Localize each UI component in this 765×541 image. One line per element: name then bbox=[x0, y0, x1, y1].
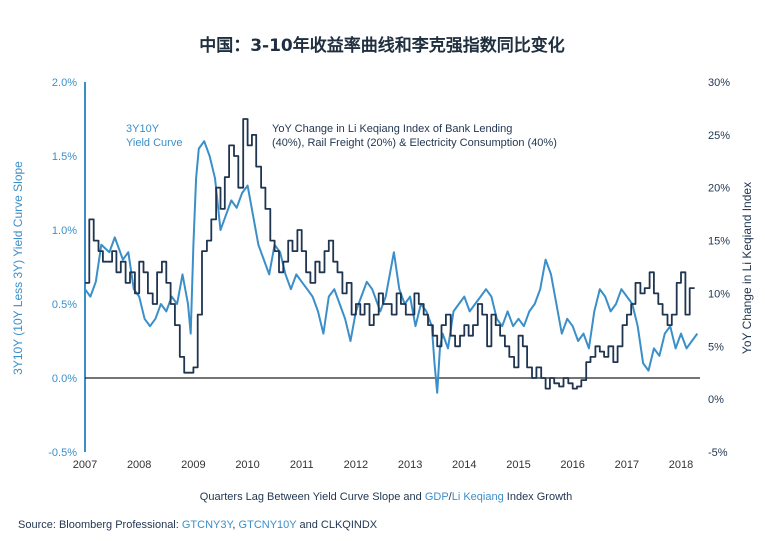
y-left-tick-label: 0.5% bbox=[52, 299, 77, 311]
x-tick-label: 2010 bbox=[235, 459, 259, 471]
y-left-tick-label: -0.5% bbox=[48, 447, 77, 459]
x-tick-label: 2015 bbox=[506, 459, 530, 471]
legend-yield-curve-line2: Yield Curve bbox=[126, 137, 182, 149]
x-tick-label: 2017 bbox=[615, 459, 639, 471]
x-note-part-3: / bbox=[449, 491, 453, 503]
y-left-tick-label: 1.5% bbox=[52, 151, 77, 163]
source-line: Source: Bloomberg Professional: GTCNY3Y,… bbox=[18, 519, 378, 531]
y-left-tick-label: 1.0% bbox=[52, 225, 77, 237]
y-right-tick-label: 30% bbox=[708, 77, 730, 89]
x-note-part-5: Index Growth bbox=[504, 491, 572, 503]
x-note-part-2: GDP bbox=[425, 491, 449, 503]
legend-li-keqiang: YoY Change in Li Keqiang Index of Bank L… bbox=[272, 123, 557, 149]
legend-li-keqiang-line2: (40%), Rail Freight (20%) & Electricity … bbox=[272, 137, 557, 149]
left-axis: 2.0% 1.5% 1.0% 0.5% 0.0% -0.5% bbox=[48, 77, 77, 459]
source-part-3: , bbox=[232, 519, 238, 531]
source-part-5: and bbox=[296, 519, 320, 531]
right-axis: 30% 25% 20% 15% 10% 5% 0% -5% bbox=[708, 77, 730, 459]
y-right-tick-label: 0% bbox=[708, 394, 724, 406]
y-right-tick-label: 5% bbox=[708, 341, 724, 353]
x-axis-note: Quarters Lag Between Yield Curve Slope a… bbox=[200, 491, 572, 503]
x-tick-label: 2008 bbox=[127, 459, 151, 471]
x-tick-label: 2012 bbox=[344, 459, 368, 471]
x-axis: 2007 2008 2009 2010 2011 2012 2013 2014 2015 2016… bbox=[73, 459, 694, 471]
series-line-li-keqiang bbox=[85, 118, 695, 390]
x-note-part-4: Li Keqiang bbox=[452, 491, 504, 503]
y-axis-label-right: YoY Change in Li Keqiand Index bbox=[740, 182, 754, 354]
y-right-tick-label: 25% bbox=[708, 130, 730, 142]
y-right-tick-label: 20% bbox=[708, 183, 730, 195]
y-right-tick-label: 10% bbox=[708, 288, 730, 300]
y-right-tick-label: 15% bbox=[708, 236, 730, 248]
x-tick-label: 2018 bbox=[669, 459, 693, 471]
legend-yield-curve: 3Y10Y Yield Curve bbox=[126, 123, 182, 149]
x-tick-label: 2011 bbox=[290, 459, 314, 471]
x-tick-label: 2013 bbox=[398, 459, 422, 471]
x-tick-label: 2016 bbox=[560, 459, 584, 471]
y-right-tick-label: -5% bbox=[708, 447, 728, 459]
source-ticker-3y: GTCNY3Y bbox=[182, 519, 235, 531]
legend-yield-curve-line1: 3Y10Y bbox=[126, 123, 160, 135]
source-part-1: Source: Bloomberg Professional: bbox=[18, 519, 182, 531]
x-tick-label: 2009 bbox=[181, 459, 205, 471]
x-note-part-1: Quarters Lag Between Yield Curve Slope a… bbox=[200, 491, 425, 503]
y-axis-label-left: 3Y10Y (10Y Less 3Y) Yield Curve Slope bbox=[11, 161, 25, 375]
y-left-tick-label: 2.0% bbox=[52, 77, 77, 89]
x-tick-label: 2014 bbox=[452, 459, 476, 471]
legend-li-keqiang-line1: YoY Change in Li Keqiang Index of Bank L… bbox=[272, 123, 512, 135]
plot-frame bbox=[84, 82, 700, 452]
series-group bbox=[84, 118, 699, 394]
series-line-yield-curve bbox=[84, 140, 699, 394]
x-tick-label: 2007 bbox=[73, 459, 97, 471]
source-ticker-10y: GTCNY10Y bbox=[239, 519, 298, 531]
y-left-tick-label: 0.0% bbox=[52, 373, 77, 385]
chart-title: 中国：3-10年收益率曲线和李克强指数同比变化 bbox=[199, 35, 565, 56]
source-ticker-clkq: CLKQINDX bbox=[321, 519, 378, 531]
